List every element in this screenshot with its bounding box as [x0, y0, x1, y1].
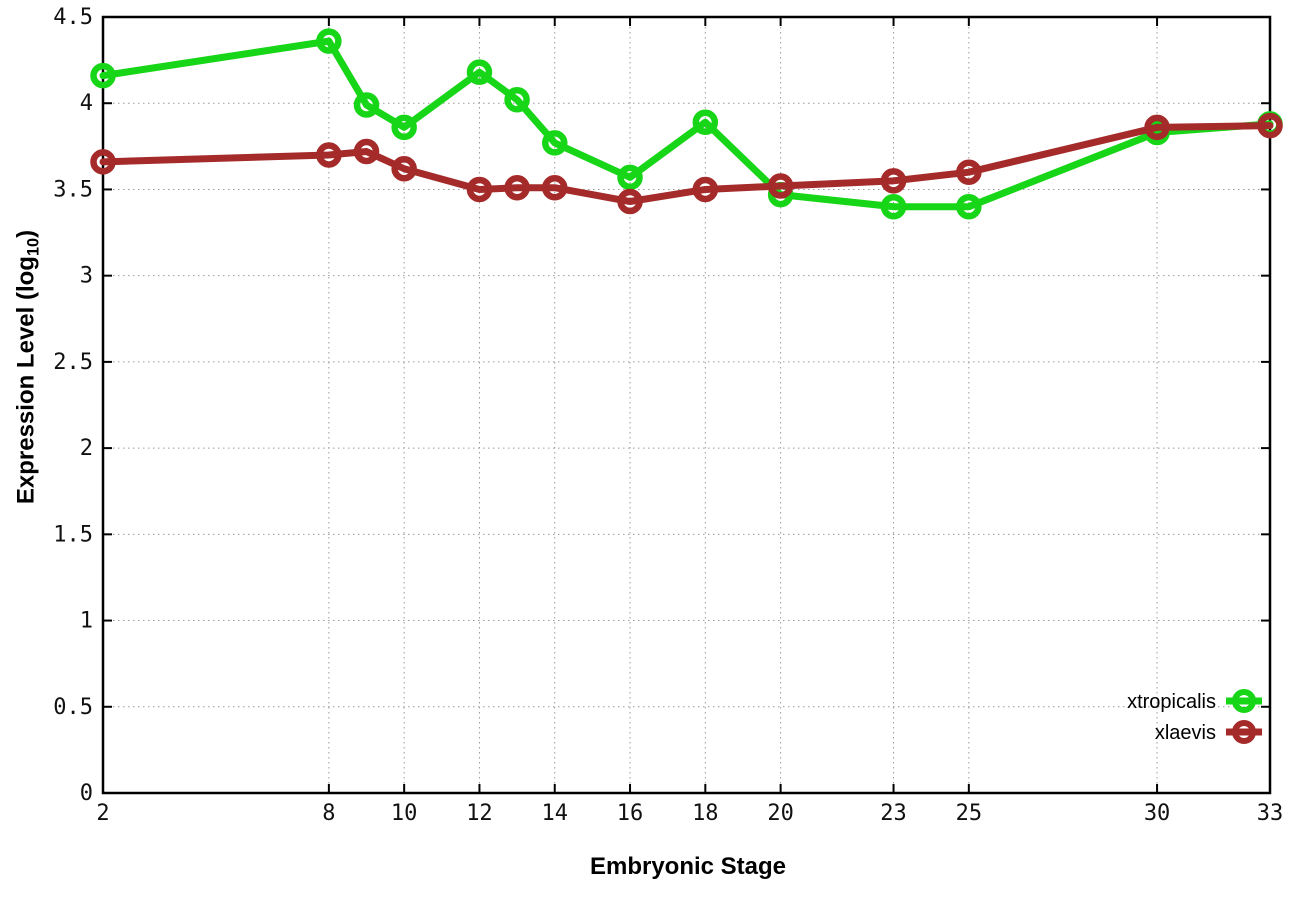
x-axis-title: Embryonic Stage [589, 853, 787, 880]
y-axis-title-subscript: 10 [24, 237, 43, 257]
series-xtropicalis-point-23 [880, 193, 907, 220]
y-tick-label-3.5: 3.5 [53, 177, 93, 202]
series-xtropicalis-point-13 [504, 87, 530, 113]
x-tick-label-30: 30 [1144, 801, 1171, 826]
legend-label-xlaevis: xlaevis [1155, 722, 1216, 744]
x-tick-label-10: 10 [391, 801, 418, 826]
series-xlaevis-point-33 [1257, 112, 1283, 139]
plot-border [101, 15, 1272, 795]
series-xtropicalis-point-8 [316, 28, 342, 54]
series-xlaevis-point-20 [767, 173, 794, 199]
series-xlaevis-point-10 [391, 156, 417, 182]
y-tick-label-4: 4 [80, 91, 93, 116]
y-tick-label-2: 2 [80, 436, 93, 461]
series-xlaevis-point-13 [504, 174, 530, 201]
series-xlaevis-point-18 [692, 176, 719, 203]
x-tick-label-2: 2 [96, 801, 109, 826]
series-xlaevis-point-23 [880, 168, 907, 194]
x-tick-label-18: 18 [692, 801, 719, 826]
y-tick-label-1.5: 1.5 [53, 522, 93, 547]
x-tick-label-14: 14 [541, 801, 568, 826]
series-xlaevis-point-30 [1144, 114, 1170, 141]
legend-label-xtropicalis: xtropicalis [1127, 691, 1216, 713]
series-xtropicalis-line [99, 37, 1274, 211]
series-xlaevis-point-9 [353, 138, 380, 165]
y-axis-title-close: ) [12, 229, 40, 238]
series-xtropicalis-point-2 [90, 62, 116, 89]
x-tick-label-33: 33 [1257, 801, 1284, 826]
series-xtropicalis-point-14 [541, 130, 568, 156]
series-xlaevis-point-16 [617, 188, 643, 215]
legend-sample-marker-xtropicalis [1232, 689, 1256, 713]
series-xtropicalis-point-10 [391, 114, 417, 141]
x-tick-label-25: 25 [956, 801, 983, 826]
series-xlaevis-point-2 [90, 149, 116, 175]
y-tick-label-4.5: 4.5 [53, 5, 93, 30]
series-xtropicalis-point-16 [617, 164, 643, 191]
y-tick-label-0: 0 [80, 781, 93, 806]
y-tick-label-3: 3 [80, 264, 93, 289]
series-xlaevis-point-25 [956, 159, 982, 185]
series-xlaevis-point-12 [466, 176, 493, 203]
y-axis-title: Expression Level (log10) [13, 230, 44, 504]
y-tick-label-1: 1 [80, 609, 93, 634]
y-tick-label-2.5: 2.5 [53, 350, 93, 375]
legend-sample-marker-xlaevis [1232, 720, 1256, 744]
y-tick-label-0.5: 0.5 [53, 695, 93, 720]
y-axis-title-text: Expression Level (log [12, 256, 40, 505]
series-xtropicalis-point-25 [956, 193, 982, 220]
x-tick-label-8: 8 [322, 801, 335, 826]
series-xlaevis-point-14 [541, 174, 568, 201]
series-xtropicalis-point-18 [692, 109, 719, 135]
x-tick-label-12: 12 [466, 801, 493, 826]
x-tick-label-16: 16 [617, 801, 644, 826]
series-xtropicalis-point-12 [466, 59, 493, 85]
x-tick-label-23: 23 [880, 801, 907, 826]
x-tick-label-20: 20 [767, 801, 794, 826]
series-xtropicalis-point-9 [353, 92, 380, 118]
series-xlaevis-point-8 [316, 142, 342, 168]
